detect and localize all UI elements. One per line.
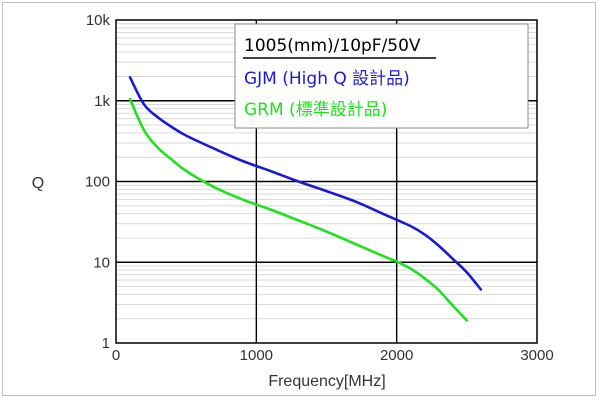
x-tick-label: 1000 [240, 347, 273, 364]
legend-entry-grm: GRM (標準設計品) [244, 100, 387, 120]
y-axis-label: Q [32, 175, 44, 192]
legend-title: 1005(mm)/10pF/50V [244, 36, 421, 56]
x-axis-label: Frequency[MHz] [268, 373, 385, 390]
x-tick-label: 3000 [520, 347, 553, 364]
y-axis-tick-labels: 1 10 100 1k 10k [85, 12, 111, 352]
plot-border [115, 19, 538, 344]
legend-entry-gjm: GJM (High Q 設計品) [244, 69, 410, 89]
x-tick-label: 0 [112, 347, 120, 364]
y-tick-label: 1 [102, 335, 110, 352]
series-layer [128, 76, 483, 322]
series-line-grm [128, 97, 469, 322]
y-tick-label: 100 [85, 174, 110, 191]
y-tick-label: 1k [94, 93, 110, 110]
y-tick-label: 10k [86, 12, 111, 29]
series-line-gjm [128, 76, 483, 291]
legend-box [234, 23, 529, 129]
x-axis-tick-labels: 0 1000 2000 3000 [112, 347, 554, 364]
x-tick-label: 2000 [380, 347, 413, 364]
legend: 1005(mm)/10pF/50V GJM (High Q 設計品) GRM (… [234, 23, 529, 129]
y-tick-label: 10 [93, 254, 110, 271]
